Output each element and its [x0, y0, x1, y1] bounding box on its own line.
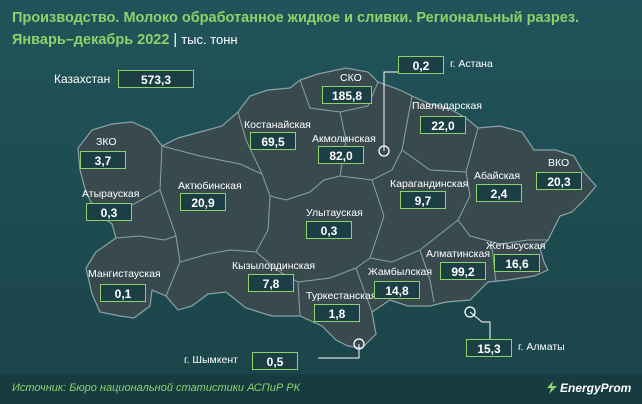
- region-value-almaty-city: 15,3: [466, 339, 512, 357]
- region-value-kostanay: 69,5: [250, 132, 296, 150]
- unit-label: тыс. тонн: [181, 32, 238, 47]
- region-label-mangystau: Мангистауская: [88, 268, 161, 280]
- region-label-kyzylorda: Кызылординская: [232, 260, 316, 272]
- region-value-zko: 3,7: [80, 151, 126, 169]
- region-value-sko: 185,8: [322, 86, 372, 104]
- region-value-karaganda: 9,7: [400, 191, 446, 209]
- region-label-ulytau: Улытауская: [306, 207, 363, 219]
- region-value-atyrau: 0,3: [86, 203, 132, 221]
- region-label-sko: СКО: [340, 72, 362, 84]
- region-label-aktobe: Актюбинская: [178, 180, 242, 192]
- energyprom-logo-icon: [547, 381, 557, 394]
- region-value-pavlodar: 22,0: [420, 116, 466, 134]
- region-label-astana: г. Астана: [450, 58, 493, 70]
- region-label-zko: ЗКО: [96, 136, 117, 148]
- region-label-almaty-city: г. Алматы: [518, 341, 565, 353]
- region-value-astana: 0,2: [398, 56, 444, 74]
- region-value-shymkent: 0,5: [252, 352, 298, 370]
- region-label-zhambyl: Жамбылская: [368, 266, 433, 278]
- region-value-zhambyl: 14,8: [374, 281, 420, 299]
- region-value-almaty-region: 99,2: [440, 262, 486, 280]
- region-label-kostanay: Костанайская: [244, 119, 311, 131]
- shymkent-marker: [353, 338, 365, 350]
- region-value-vko: 20,3: [536, 172, 582, 190]
- region-label-akmola: Акмолинская: [312, 133, 376, 145]
- total-value: 573,3: [118, 70, 194, 88]
- region-label-zhetysu: Жетысуская: [486, 240, 546, 252]
- region-label-shymkent: г. Шымкент: [184, 354, 238, 366]
- region-value-kyzylorda: 7,8: [248, 274, 294, 292]
- footer-bar: [0, 374, 642, 404]
- energyprom-logo: EnergyProm: [560, 381, 632, 395]
- astana-marker: [378, 145, 390, 157]
- region-label-vko: ВКО: [548, 157, 570, 169]
- region-value-akmola: 82,0: [318, 146, 364, 164]
- region-label-atyrau: Атырауская: [82, 188, 140, 200]
- region-value-abai: 2,4: [476, 184, 522, 202]
- region-value-zhetysu: 16,6: [494, 254, 540, 272]
- region-value-ulytau: 0,3: [306, 221, 352, 239]
- source-note: Источник: Бюро национальной статистики А…: [12, 382, 301, 394]
- title-line-1: Производство. Молоко обработанное жидкое…: [12, 10, 580, 26]
- region-value-mangystau: 0,1: [100, 284, 146, 302]
- title-line-2: Январь–декабрь 2022 | тыс. тонн: [12, 29, 579, 51]
- region-label-karaganda: Карагандинская: [390, 178, 469, 190]
- region-label-turkestan: Туркестанская: [306, 290, 377, 302]
- almaty-marker: [464, 306, 476, 318]
- region-value-turkestan: 1,8: [314, 304, 360, 322]
- chart-title: Производство. Молоко обработанное жидкое…: [12, 8, 579, 51]
- region-label-almaty-region: Алматинская: [426, 248, 491, 260]
- region-label-abai: Абайская: [474, 170, 521, 182]
- total-label: Казахстан: [54, 72, 111, 86]
- title-separator: |: [173, 32, 178, 48]
- title-period: Январь–декабрь 2022: [12, 32, 170, 48]
- region-label-pavlodar: Павлодарская: [412, 100, 482, 112]
- region-value-aktobe: 20,9: [180, 193, 226, 211]
